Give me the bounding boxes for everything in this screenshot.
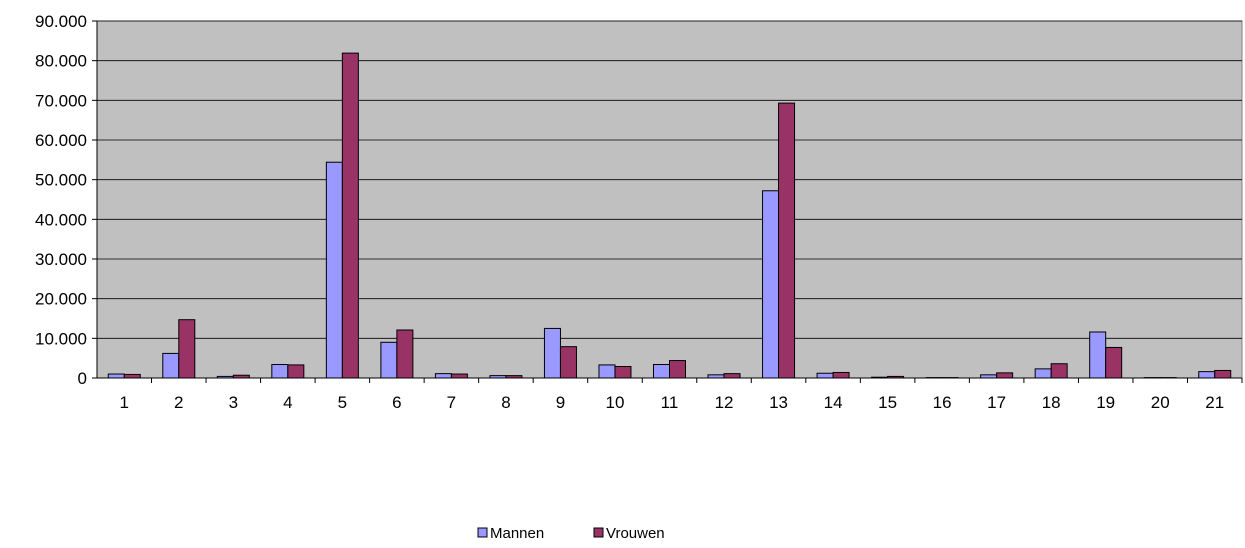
x-tick-label: 11 [661,393,679,412]
bar-mannen-14 [816,372,834,379]
bar-vrouwen-7 [450,373,468,379]
bar-mannen-18 [1034,368,1052,379]
x-tick-label: 16 [933,393,952,412]
bars [107,52,1232,379]
bar-vrouwen-18 [1050,363,1068,379]
y-tick-label: 30.000 [35,250,87,269]
bar-mannen-4 [271,364,289,379]
gridlines [97,20,1242,339]
bar-mannen-2 [162,352,180,379]
x-tick-label: 1 [120,393,129,412]
bar-vrouwen-12 [723,373,741,379]
legend-label-vrouwen: Vrouwen [606,525,665,542]
legend-swatch-mannen [477,527,488,538]
y-tick-label: 80.000 [35,52,87,71]
bar-vrouwen-21 [1214,369,1232,379]
x-tick-label: 15 [878,393,897,412]
bar-vrouwen-6 [396,329,414,379]
legend-swatch-vrouwen [593,527,604,538]
bar-mannen-21 [1198,371,1216,379]
bar-mannen-10 [598,364,616,379]
bar-mannen-5 [325,161,343,379]
x-tick-label: 14 [824,393,843,412]
x-tick-label: 21 [1205,393,1224,412]
x-tick-label: 2 [174,393,183,412]
y-tick-label: 20.000 [35,290,87,309]
bar-vrouwen-9 [559,346,577,379]
y-tick-label: 70.000 [35,91,87,110]
x-tick-label: 17 [987,393,1006,412]
bar-mannen-19 [1089,331,1107,379]
bar-mannen-1 [107,373,125,379]
bar-vrouwen-4 [287,364,305,379]
x-tick-label: 19 [1096,393,1115,412]
legend-label-mannen: Mannen [490,525,544,542]
x-tick-label: 18 [1042,393,1061,412]
x-tick-label: 4 [283,393,292,412]
x-tick-label: 6 [392,393,401,412]
x-tick-label: 12 [715,393,734,412]
plot-area [96,20,1243,379]
bar-mannen-13 [762,190,780,379]
bar-mannen-9 [543,327,561,379]
bar-vrouwen-10 [614,365,632,379]
bar-vrouwen-5 [341,52,359,379]
bar-mannen-11 [653,364,670,379]
y-tick-label: 90.000 [35,12,87,31]
bar-vrouwen-13 [778,102,796,379]
y-tick-label: 0 [78,369,87,388]
legend: Mannen Vrouwen [477,525,665,542]
bar-vrouwen-17 [996,372,1014,379]
bar-mannen-6 [380,341,398,379]
y-tick-label: 40.000 [35,210,87,229]
bar-vrouwen-2 [178,319,196,379]
x-tick-label: 7 [447,393,456,412]
x-tick-label: 3 [229,393,238,412]
x-tick-label: 13 [769,393,788,412]
y-tick-label: 60.000 [35,131,87,150]
bar-vrouwen-1 [123,373,141,379]
axes: 0 10.000 20.000 30.000 40.000 50.000 60.000 70.… [35,12,1243,412]
y-tick-label: 50.000 [35,171,87,190]
x-tick-label: 8 [501,393,510,412]
x-tick-label: 5 [338,393,347,412]
x-tick-label: 10 [606,393,625,412]
bar-mannen-7 [434,373,452,379]
bar-vrouwen-14 [832,371,850,379]
bar-vrouwen-19 [1105,346,1123,379]
x-tick-label: 20 [1151,393,1170,412]
x-tick-label: 9 [556,393,565,412]
y-tick-label: 10.000 [35,329,87,348]
bar-vrouwen-11 [669,360,686,379]
